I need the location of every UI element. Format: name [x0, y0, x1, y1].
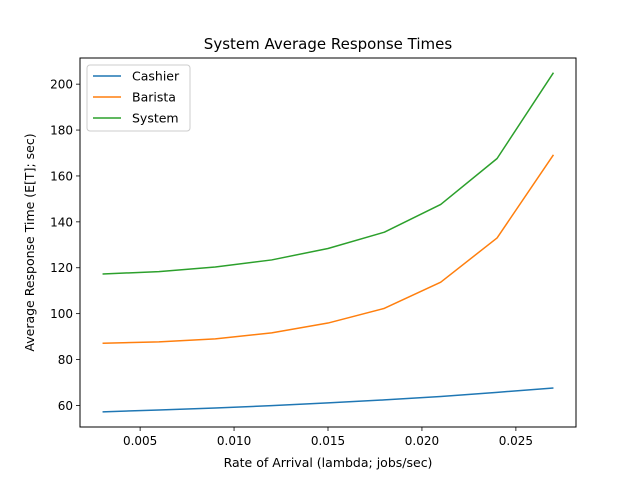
y-tick-label: 60 [58, 399, 73, 413]
y-tick-label: 180 [50, 124, 73, 138]
legend-label-barista: Barista [132, 90, 176, 105]
y-axis-ticks: 60 80 100 120 140 160 180 200 [50, 78, 80, 413]
y-tick-label: 120 [50, 261, 73, 275]
x-axis-label: Rate of Arrival (lambda; jobs/sec) [224, 455, 433, 470]
legend-label-system: System [132, 111, 179, 126]
x-tick-label: 0.005 [123, 434, 157, 448]
series-line-barista [102, 154, 555, 344]
legend: Cashier Barista System [86, 64, 191, 132]
series-line-cashier [102, 387, 554, 413]
legend-box [86, 64, 191, 132]
y-tick-label: 100 [50, 307, 73, 321]
x-tick-label: 0.025 [499, 434, 533, 448]
x-tick-label: 0.010 [217, 434, 251, 448]
chart-title: System Average Response Times [204, 35, 453, 53]
plot-lines [102, 72, 555, 413]
y-tick-label: 160 [50, 169, 73, 183]
series-line-system [102, 72, 555, 275]
x-tick-label: 0.020 [405, 434, 439, 448]
y-tick-label: 80 [58, 353, 73, 367]
legend-label-cashier: Cashier [132, 69, 180, 84]
y-tick-label: 140 [50, 215, 73, 229]
x-axis-ticks: 0.005 0.010 0.015 0.020 0.025 [123, 427, 533, 448]
x-tick-label: 0.015 [311, 434, 345, 448]
y-tick-label: 200 [50, 78, 73, 92]
y-axis-label: Average Response Time (E[T]; sec) [22, 133, 37, 351]
